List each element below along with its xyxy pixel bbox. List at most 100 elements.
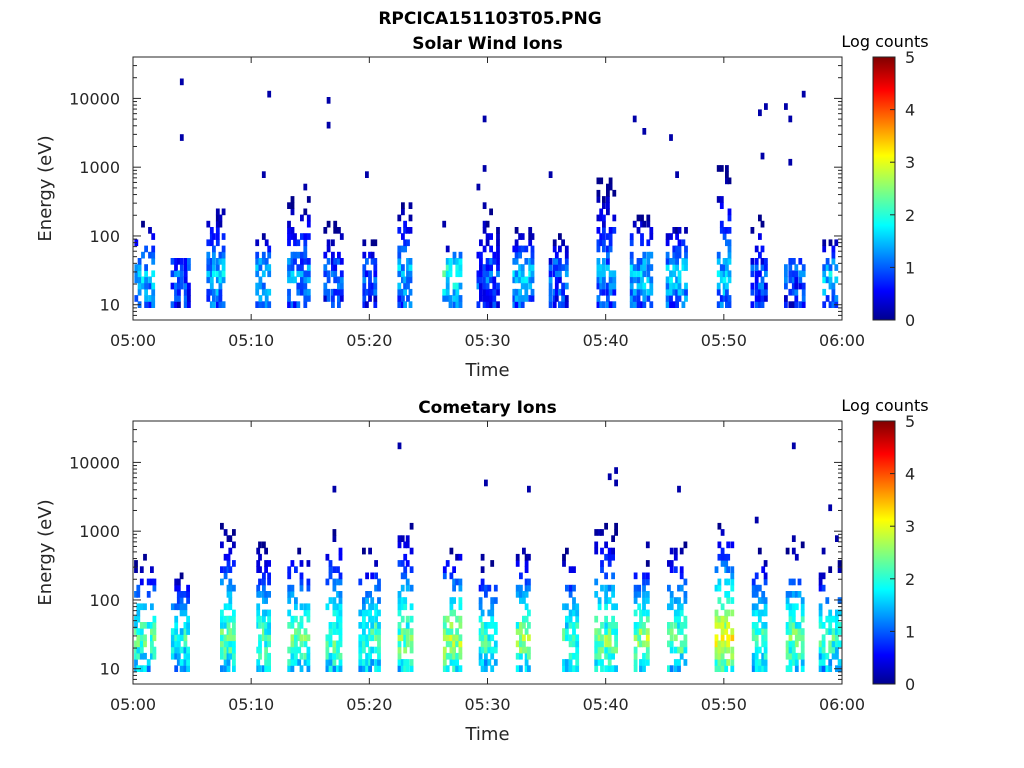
heatmap-cell [478, 646, 483, 654]
heatmap-cell [232, 646, 236, 654]
heatmap-cell [614, 665, 618, 672]
heatmap-cell [449, 572, 454, 580]
heatmap-cell [669, 295, 673, 302]
heatmap-cell [677, 609, 681, 617]
heatmap-cell [492, 295, 497, 302]
heatmap-cell [673, 553, 678, 561]
heatmap-cell [645, 597, 650, 604]
heatmap-cell [264, 301, 269, 308]
heatmap-cell [716, 165, 721, 172]
heatmap-cell [725, 165, 729, 172]
heatmap-cell [722, 295, 727, 302]
heatmap-cell [331, 288, 335, 296]
x-tick-label: 05:30 [464, 695, 510, 714]
heatmap-cell [177, 288, 181, 296]
heatmap-cell [564, 282, 569, 290]
heatmap-cell [232, 529, 236, 536]
heatmap-cell [373, 239, 378, 247]
heatmap-cell [377, 634, 381, 642]
heatmap-cell [255, 239, 260, 247]
heatmap-cell [150, 640, 154, 648]
heatmap-cell [174, 640, 179, 648]
heatmap-cell [445, 264, 450, 271]
heatmap-cell [633, 584, 638, 592]
heatmap-cell [677, 288, 682, 296]
heatmap-cell [528, 239, 533, 247]
heatmap-cell [714, 665, 719, 672]
heatmap-cell [524, 282, 529, 290]
heatmap-cell [600, 622, 604, 629]
heatmap-cell [594, 541, 599, 549]
heatmap-cell [479, 270, 483, 278]
heatmap-cell [232, 541, 236, 549]
heatmap-cell [754, 282, 759, 290]
heatmap-cell [442, 665, 447, 672]
colorbar-tick-label: 0 [905, 311, 915, 330]
heatmap-cell [565, 628, 569, 635]
heatmap-cell [332, 566, 337, 573]
heatmap-cell [714, 615, 719, 623]
heatmap-cell [174, 665, 179, 672]
heatmap-cell [760, 288, 765, 296]
heatmap-cell [520, 233, 525, 240]
heatmap-cell [528, 227, 533, 234]
heatmap-cell [632, 295, 637, 302]
heatmap-cell [408, 288, 413, 296]
heatmap-cell [328, 640, 333, 648]
heatmap-cell [290, 659, 295, 666]
heatmap-cell [760, 258, 765, 265]
heatmap-cell [144, 288, 148, 296]
heatmap-cell [632, 301, 637, 308]
heatmap-cell [409, 659, 414, 666]
heatmap-cell [299, 572, 304, 580]
heatmap-cell [221, 258, 226, 265]
heatmap-cell [294, 615, 298, 623]
heatmap-cell [750, 258, 755, 265]
heatmap-cell [290, 634, 295, 642]
heatmap-cell [572, 665, 576, 672]
heatmap-cell [677, 615, 681, 623]
heatmap-cell [530, 288, 535, 296]
heatmap-cell [594, 628, 599, 635]
heatmap-cell [484, 634, 488, 642]
heatmap-cell [636, 276, 641, 284]
heatmap-cell [831, 615, 836, 623]
heatmap-cell [669, 258, 673, 265]
heatmap-cell [220, 615, 224, 623]
heatmap-cell [373, 270, 378, 278]
heatmap-cell [594, 578, 599, 586]
heatmap-cell [179, 282, 184, 290]
heatmap-cell [828, 301, 833, 308]
heatmap-cell [409, 640, 414, 648]
heatmap-cell [614, 622, 618, 629]
heatmap-cell [597, 652, 602, 660]
heatmap-cell [599, 288, 604, 296]
heatmap-cell [788, 288, 793, 296]
heatmap-cell [337, 288, 341, 296]
heatmap-cell [724, 615, 729, 623]
heatmap-cell [409, 547, 414, 555]
heatmap-cell [328, 659, 333, 666]
heatmap-cell [232, 622, 236, 629]
heatmap-cell [139, 622, 144, 629]
heatmap-cell [677, 584, 681, 592]
heatmap-cell [822, 264, 827, 271]
heatmap-cell [607, 628, 612, 635]
heatmap-cell [134, 264, 139, 271]
heatmap-cell [287, 295, 291, 302]
heatmap-cell [303, 239, 308, 247]
heatmap-cell [754, 665, 759, 672]
heatmap-cell [604, 646, 608, 654]
heatmap-cell [449, 597, 454, 604]
heatmap-cell [514, 239, 519, 247]
heatmap-cell [487, 646, 492, 654]
heatmap-cell [134, 276, 139, 284]
heatmap-cell [632, 115, 637, 123]
heatmap-cell [449, 646, 454, 654]
heatmap-cell [645, 541, 650, 549]
heatmap-cell [645, 634, 650, 642]
heatmap-cell [761, 652, 766, 660]
heatmap-cell [232, 560, 236, 567]
heatmap-cell [136, 652, 141, 660]
heatmap-cell [675, 276, 679, 284]
